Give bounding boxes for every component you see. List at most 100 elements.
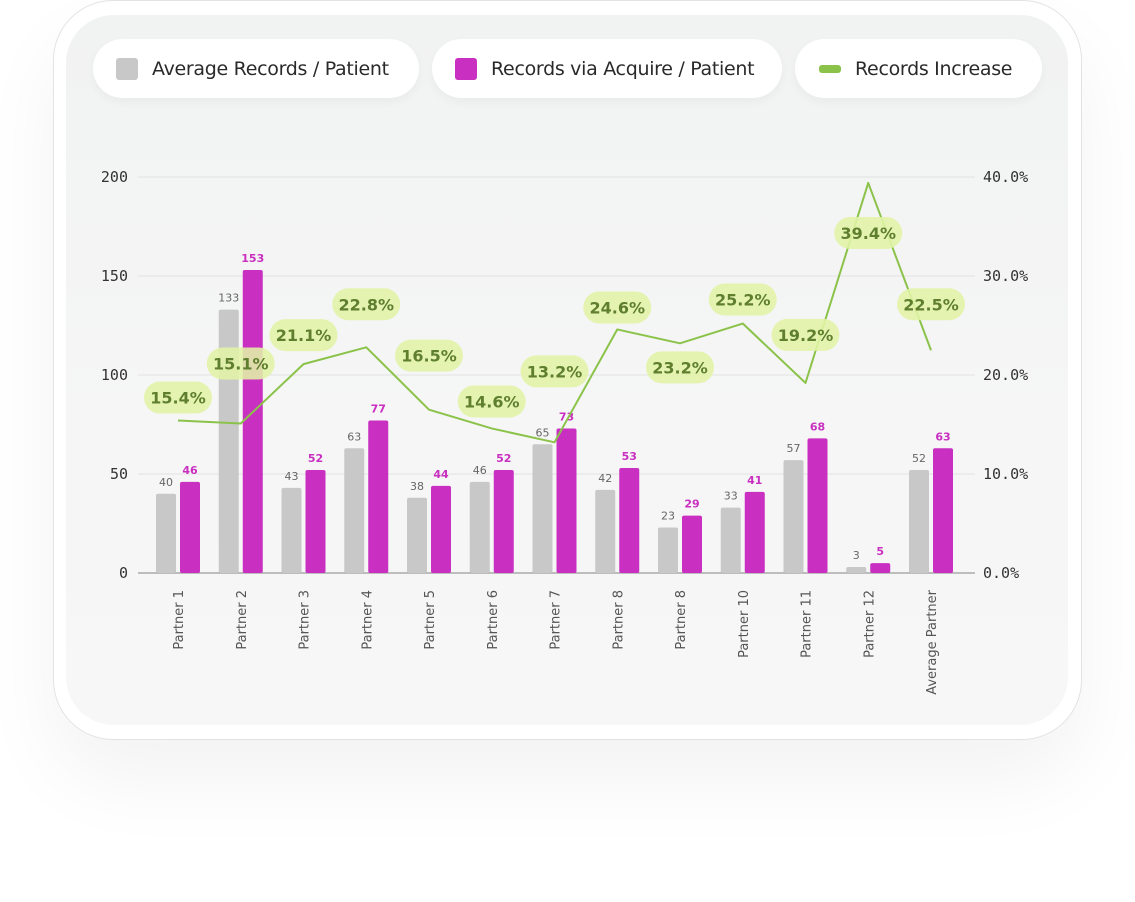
bar-records-via-acquire: [933, 448, 953, 573]
bar-average-records: [407, 497, 427, 573]
bar-average-records: [469, 481, 490, 573]
bar-value-label: 68: [810, 420, 825, 433]
bar-value-label: 52: [308, 452, 323, 465]
label-text: 14.6%: [464, 392, 520, 411]
green-line-icon: [819, 64, 841, 73]
bar-records-via-acquire: [807, 438, 828, 573]
y-right-tick-label: 30.0%: [983, 267, 1028, 285]
bar-records-via-acquire: [305, 470, 326, 573]
label-text: 39.4%: [840, 224, 896, 243]
y-left-tick-label: 200: [101, 168, 128, 186]
increase-data-label: 15.4%: [144, 381, 212, 414]
legend-records-increase[interactable]: Records Increase: [795, 39, 1042, 98]
label-pill: [583, 291, 652, 324]
bar-value-label: 5: [876, 545, 884, 558]
increase-data-label: 25.2%: [708, 283, 777, 316]
bar-value-label: 46: [182, 464, 198, 477]
label-text: 19.2%: [778, 326, 834, 345]
label-text: 15.4%: [150, 389, 206, 408]
bar-value-label: 53: [622, 450, 637, 463]
increase-data-label: 24.6%: [583, 291, 652, 324]
label-pill: [457, 385, 526, 418]
gray-swatch-icon: [116, 57, 138, 80]
y-left-tick-label: 50: [110, 465, 128, 483]
bar-average-records: [595, 489, 616, 573]
bar-records-via-acquire: [682, 515, 702, 573]
bar-value-label: 63: [347, 430, 361, 443]
bar-value-label: 52: [912, 452, 926, 465]
bar-value-label: 57: [787, 442, 801, 455]
bar-value-label: 33: [724, 490, 738, 503]
legend-records-via-acquire[interactable]: Records via Acquire / Patient: [432, 39, 782, 98]
bar-records-via-acquire: [493, 470, 514, 573]
increase-data-label: 14.6%: [457, 385, 526, 418]
bar-records-via-acquire: [242, 270, 263, 573]
x-tick-label: Partner 8: [611, 590, 626, 650]
label-text: 23.2%: [652, 358, 708, 377]
increase-data-label: 19.2%: [771, 318, 840, 351]
increase-data-label: 22.8%: [332, 288, 401, 321]
bar-average-records: [156, 493, 176, 573]
y-right-tick-label: 10.0%: [983, 465, 1028, 483]
bar-value-label: 52: [496, 452, 511, 465]
increase-data-label: 22.5%: [897, 288, 965, 321]
label-pill: [520, 355, 589, 388]
bar-value-label: 44: [433, 468, 449, 481]
bar-value-label: 38: [410, 480, 424, 493]
label-pill: [646, 351, 714, 384]
bar-value-label: 3: [853, 549, 860, 562]
bar-value-label: 77: [371, 403, 386, 416]
x-tick-label: Partner 5: [423, 590, 438, 650]
label-text: 22.8%: [338, 295, 394, 314]
increase-data-label: 15.1%: [206, 347, 275, 380]
y-right-tick-label: 0.0%: [983, 564, 1019, 582]
y-left-tick-label: 150: [101, 267, 128, 285]
increase-data-label: 13.2%: [520, 355, 589, 388]
label-text: 15.1%: [213, 355, 269, 374]
label-pill: [395, 339, 463, 372]
label-text: 13.2%: [527, 362, 583, 381]
label-pill: [834, 216, 903, 249]
bar-value-label: 65: [536, 426, 550, 439]
x-tick-label: Partner 11: [800, 590, 815, 658]
bar-average-records: [909, 470, 929, 573]
magenta-swatch-icon: [455, 57, 477, 80]
label-pill: [332, 288, 401, 321]
increase-data-label: 16.5%: [395, 339, 463, 372]
x-tick-label: Partner 8: [674, 590, 689, 650]
label-text: 22.5%: [903, 295, 959, 314]
increase-data-label: 39.4%: [834, 216, 903, 249]
records-increase-line: [177, 181, 932, 444]
label-pill: [269, 319, 338, 352]
label-pill: [897, 288, 965, 321]
bar-value-label: 40: [159, 476, 173, 489]
x-tick-label: Partner 6: [486, 590, 501, 650]
legend-label: Average Records / Patient: [152, 57, 389, 80]
bar-average-records: [720, 507, 741, 573]
bar-value-label: 29: [684, 498, 699, 511]
bar-value-label: 46: [473, 464, 487, 477]
bar-records-via-acquire: [180, 481, 200, 573]
bar-records-via-acquire: [431, 485, 451, 573]
x-tick-label: Partner 7: [549, 590, 564, 650]
bar-records-via-acquire: [368, 420, 389, 573]
bar-value-label: 41: [747, 474, 762, 487]
x-tick-label: Partner 3: [298, 590, 313, 650]
bar-value-label: 23: [661, 509, 675, 522]
y-left-tick-label: 100: [101, 366, 128, 384]
label-pill: [708, 283, 777, 316]
label-text: 25.2%: [715, 291, 771, 310]
increase-data-label: 23.2%: [646, 351, 714, 384]
bar-value-label: 42: [598, 472, 612, 485]
x-tick-label: Average Partner: [925, 589, 940, 694]
y-right-tick-label: 40.0%: [983, 168, 1028, 186]
bar-average-records: [783, 460, 804, 573]
label-text: 21.1%: [276, 326, 332, 345]
bar-records-via-acquire: [870, 563, 891, 573]
bar-average-records: [846, 567, 867, 573]
bar-average-records: [344, 448, 365, 573]
legend-average-records[interactable]: Average Records / Patient: [93, 39, 419, 98]
bar-records-via-acquire: [744, 491, 765, 573]
bar-value-label: 43: [285, 470, 299, 483]
